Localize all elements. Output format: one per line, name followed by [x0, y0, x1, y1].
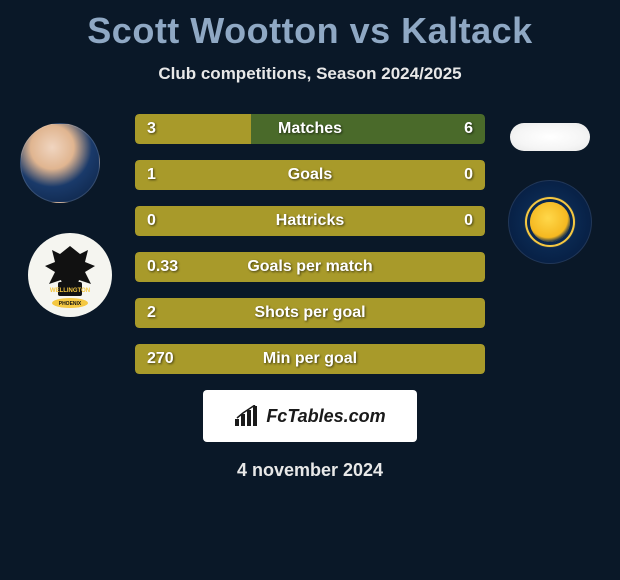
stat-label: Matches	[278, 120, 342, 138]
stat-row: 270 Min per goal	[135, 344, 485, 374]
branding-badge: FcTables.com	[203, 390, 417, 442]
stat-row: 3 Matches 6	[135, 114, 485, 144]
branding-text: FcTables.com	[266, 406, 385, 427]
stats-comparison: 3 Matches 6 1 Goals 0 0 Hattricks 0 0.33 Goals per…	[135, 114, 485, 374]
club-logo-right	[508, 180, 592, 264]
stat-row: 2 Shots per goal	[135, 298, 485, 328]
stat-label: Shots per goal	[254, 304, 365, 322]
stat-value-left: 2	[147, 304, 156, 322]
stat-row: 1 Goals 0	[135, 160, 485, 190]
fctables-logo-icon	[234, 405, 260, 427]
stat-value-left: 270	[147, 350, 174, 368]
stat-value-right: 0	[464, 212, 473, 230]
date-line: 4 november 2024	[0, 460, 620, 481]
stat-label: Goals per match	[247, 258, 372, 276]
stat-value-right: 6	[464, 120, 473, 138]
stat-value-left: 0.33	[147, 258, 178, 276]
stat-row: 0.33 Goals per match	[135, 252, 485, 282]
svg-text:WELLINGTON: WELLINGTON	[50, 288, 90, 294]
phoenix-logo-icon: WELLINGTON PHOENIX	[35, 240, 105, 310]
stat-label: Hattricks	[276, 212, 344, 230]
stat-value-right: 0	[464, 166, 473, 184]
stat-value-left: 1	[147, 166, 156, 184]
subtitle: Club competitions, Season 2024/2025	[0, 64, 620, 84]
stat-label: Goals	[288, 166, 332, 184]
player-photo-left	[20, 123, 100, 203]
stat-value-left: 3	[147, 120, 156, 138]
stat-value-left: 0	[147, 212, 156, 230]
club-logo-left: WELLINGTON PHOENIX	[28, 233, 112, 317]
svg-text:PHOENIX: PHOENIX	[59, 301, 82, 307]
stat-row: 0 Hattricks 0	[135, 206, 485, 236]
player-photo-right	[510, 123, 590, 151]
page-title: Scott Wootton vs Kaltack	[0, 0, 620, 52]
stat-label: Min per goal	[263, 350, 357, 368]
